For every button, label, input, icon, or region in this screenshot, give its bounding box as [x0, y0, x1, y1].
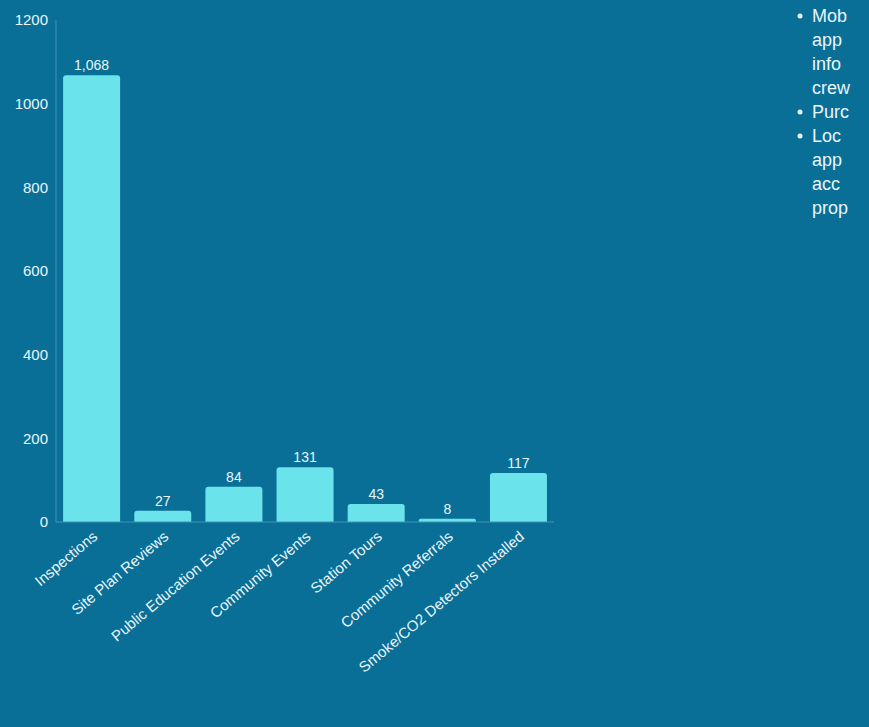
svg-text:600: 600	[23, 262, 48, 279]
svg-text:acc: acc	[812, 174, 840, 194]
svg-text:app: app	[812, 150, 842, 170]
svg-text:27: 27	[155, 493, 171, 509]
svg-text:0: 0	[40, 513, 48, 530]
svg-text:Station Tours: Station Tours	[307, 527, 385, 596]
svg-text:app: app	[812, 30, 842, 50]
svg-text:1000: 1000	[15, 95, 48, 112]
svg-text:Community Events: Community Events	[206, 527, 313, 621]
svg-text:Loc: Loc	[812, 126, 841, 146]
svg-text:Inspections: Inspections	[31, 527, 100, 589]
svg-text:Public Education Events: Public Education Events	[108, 527, 243, 644]
svg-text:Mob: Mob	[812, 6, 847, 26]
svg-text:117: 117	[507, 455, 530, 471]
svg-text:43: 43	[368, 486, 384, 502]
svg-text:1,068: 1,068	[74, 57, 109, 73]
svg-text:Site Plan Reviews: Site Plan Reviews	[68, 527, 172, 619]
svg-text:Smoke/CO2 Detectors Installed: Smoke/CO2 Detectors Installed	[355, 527, 527, 675]
svg-text:1200: 1200	[15, 11, 48, 28]
svg-text:prop: prop	[812, 198, 848, 218]
svg-text:info: info	[812, 54, 841, 74]
svg-text:crew: crew	[812, 78, 851, 98]
svg-text:131: 131	[293, 449, 317, 465]
svg-text:400: 400	[23, 346, 48, 363]
svg-text:200: 200	[23, 430, 48, 447]
svg-text:Purc: Purc	[812, 102, 849, 122]
svg-text:Community Referrals: Community Referrals	[337, 527, 456, 631]
svg-text:8: 8	[443, 501, 451, 517]
svg-text:84: 84	[226, 469, 242, 485]
svg-text:800: 800	[23, 179, 48, 196]
